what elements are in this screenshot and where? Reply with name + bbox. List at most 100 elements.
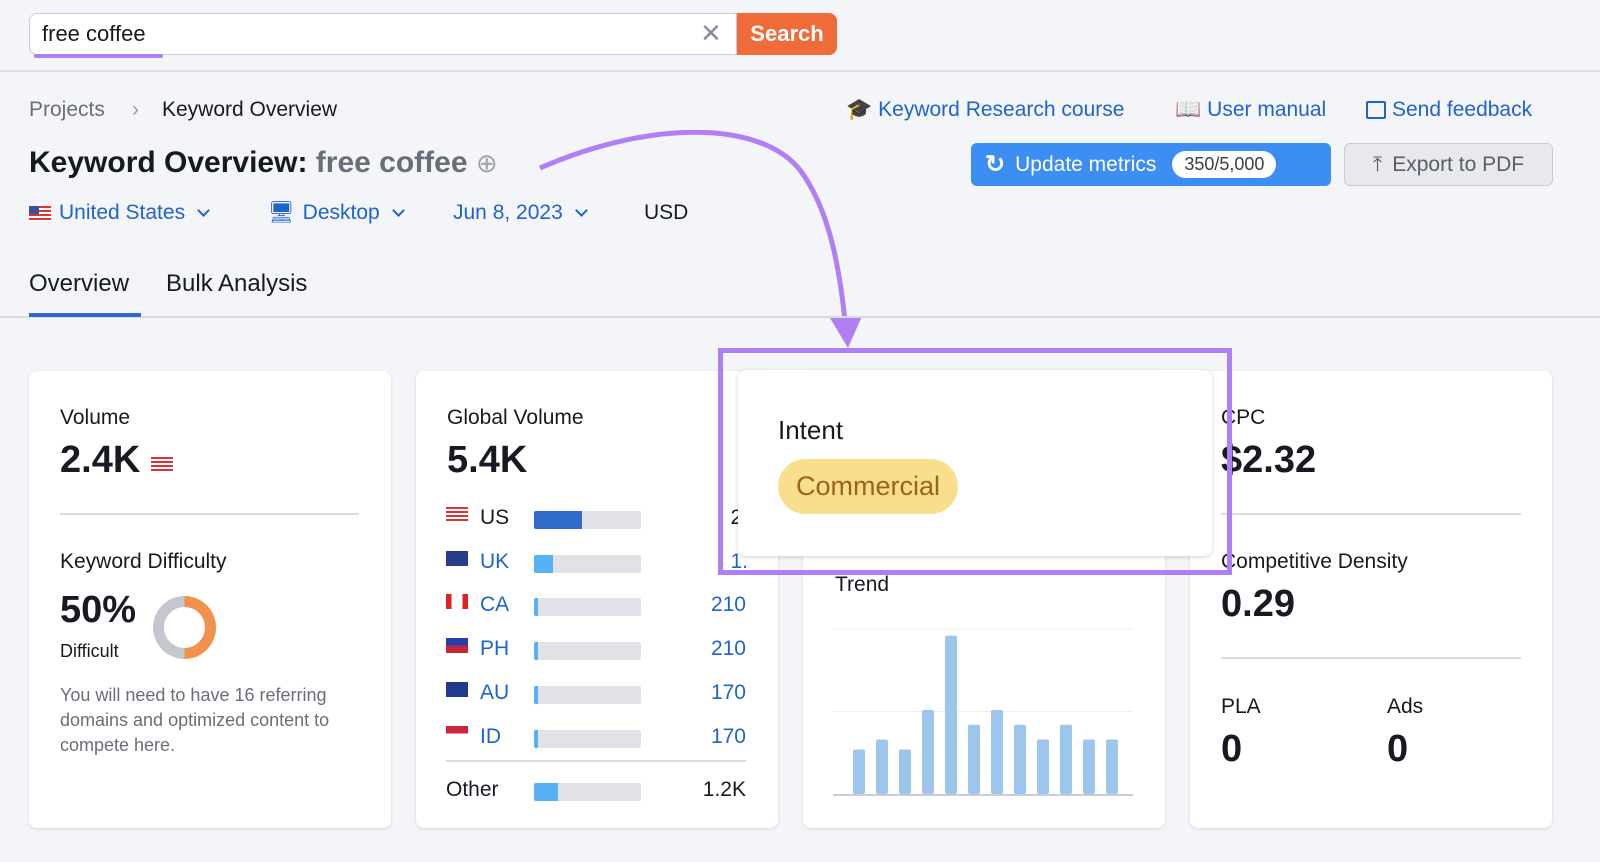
send-feedback-link[interactable]: Send feedback [1366,98,1532,122]
upload-icon: ⤒ [1372,152,1383,176]
country-row-id[interactable]: ID 170 [446,722,746,752]
ads-value: 0 [1387,728,1409,770]
export-pdf-button[interactable]: ⤒ Export to PDF [1344,143,1553,186]
divider [0,70,1600,72]
au-flag-icon [446,681,468,697]
date-select[interactable]: Jun 8, 2023 [453,201,592,225]
export-label: Export to PDF [1392,152,1525,176]
ads-label: Ads [1387,695,1424,718]
country-volume: 210 [710,593,746,617]
refresh-icon: ↻ [985,151,1006,178]
search-input[interactable] [42,21,682,47]
search-button[interactable]: Search [737,13,837,55]
search-box[interactable] [29,13,737,55]
book-icon: 📖 [1175,98,1202,121]
link-label: User manual [1207,98,1327,121]
share-bar [534,642,641,661]
divider [1221,657,1521,659]
trend-bar[interactable] [1106,739,1118,794]
intent-badge: Commercial [778,459,959,514]
trend-bar[interactable] [1037,739,1049,794]
trend-bar[interactable] [853,749,865,794]
trend-bar[interactable] [968,724,980,794]
chat-icon [1366,101,1386,119]
tab-bulk-analysis[interactable]: Bulk Analysis [166,270,308,297]
trend-bar[interactable] [1083,739,1095,794]
user-manual-link[interactable]: 📖 User manual [1175,98,1326,122]
chevron-down-icon [391,203,405,217]
kd-label: Keyword Difficulty [60,550,227,573]
share-bar [534,511,641,529]
id-flag-icon [446,725,468,741]
global-volume-card: Global Volume 5.4K US 2. UK 1. CA 210 PH… [416,371,778,828]
volume-card: Volume 2.4K Keyword Difficulty 50% Diffi… [29,371,391,828]
trend-bar[interactable] [991,709,1003,794]
country-label: United States [59,201,186,224]
pla-value: 0 [1221,728,1243,770]
tab-overview[interactable]: Overview [29,270,130,297]
country-row-ca[interactable]: CA 210 [446,590,746,620]
country-row-ph[interactable]: PH 210 [446,634,746,664]
country-volume: 210 [710,637,746,661]
us-flag-icon [29,205,51,221]
trend-bar[interactable] [899,749,911,794]
link-label: Send feedback [1392,98,1533,121]
graduation-cap-icon: 🎓 [846,98,873,121]
country-code: AU [480,680,510,704]
cpc-label: CPC [1221,406,1266,429]
share-bar [534,598,641,617]
country-code: ID [480,724,501,748]
cpc-card: CPC $2.32 Competitive Density 0.29 PLA 0… [1190,371,1552,828]
kd-note: You will need to have 16 referring domai… [60,685,330,755]
country-row-au[interactable]: AU 170 [446,678,746,708]
intent-card: Intent Commercial [738,370,1212,556]
close-icon[interactable]: ✕ [700,18,722,48]
volume-number: 2.4K [60,439,141,481]
share-bar [534,685,641,704]
ca-flag-icon [446,594,468,610]
country-row-us[interactable]: US 2. [446,503,748,533]
volume-label: Volume [60,406,131,429]
share-bar [534,783,641,801]
country-select[interactable]: United States [29,201,214,225]
date-label: Jun 8, 2023 [453,201,563,224]
trend-bar[interactable] [1014,724,1026,794]
country-code: US [480,506,510,529]
active-tab-indicator [29,313,141,317]
country-volume: 170 [710,680,746,704]
kd-value: 50% [60,589,137,631]
chevron-right-icon: › [132,98,139,121]
kd-level: Difficult [60,641,119,661]
keyword-course-link[interactable]: 🎓 Keyword Research course [846,98,1124,122]
country-volume: 170 [710,724,746,748]
volume-value: 2.4K [60,439,173,482]
us-flag-icon [150,457,173,472]
breadcrumb-projects[interactable]: Projects [29,98,105,121]
device-select[interactable]: 🖥 Desktop [268,201,409,225]
country-row-other: Other 1.2K [446,775,746,805]
trend-bar[interactable] [876,739,888,794]
page-title: Keyword Overview: free coffee ⊕ [29,146,498,180]
divider [1221,513,1521,515]
annotation-arrow [539,130,862,348]
country-code: CA [480,593,510,617]
pla-label: PLA [1221,695,1261,718]
other-label: Other [446,778,499,801]
share-bar [534,729,641,748]
trend-bar[interactable] [922,709,934,794]
trend-bar[interactable] [945,635,957,794]
intent-label: Intent [778,415,844,445]
us-flag-icon [446,507,468,522]
global-value: 5.4K [447,439,528,481]
trend-bar[interactable] [1060,724,1072,794]
share-bar [534,554,641,573]
cpc-value: $2.32 [1221,439,1317,481]
kd-donut [153,596,216,659]
link-label: Keyword Research course [878,98,1125,121]
add-icon[interactable]: ⊕ [475,148,498,178]
density-value: 0.29 [1221,583,1295,625]
update-metrics-button[interactable]: ↻ Update metrics 350/5,000 [971,143,1331,186]
breadcrumb-current: Keyword Overview [162,98,338,121]
currency: USD [644,201,689,224]
country-row-uk[interactable]: UK 1. [446,547,748,577]
